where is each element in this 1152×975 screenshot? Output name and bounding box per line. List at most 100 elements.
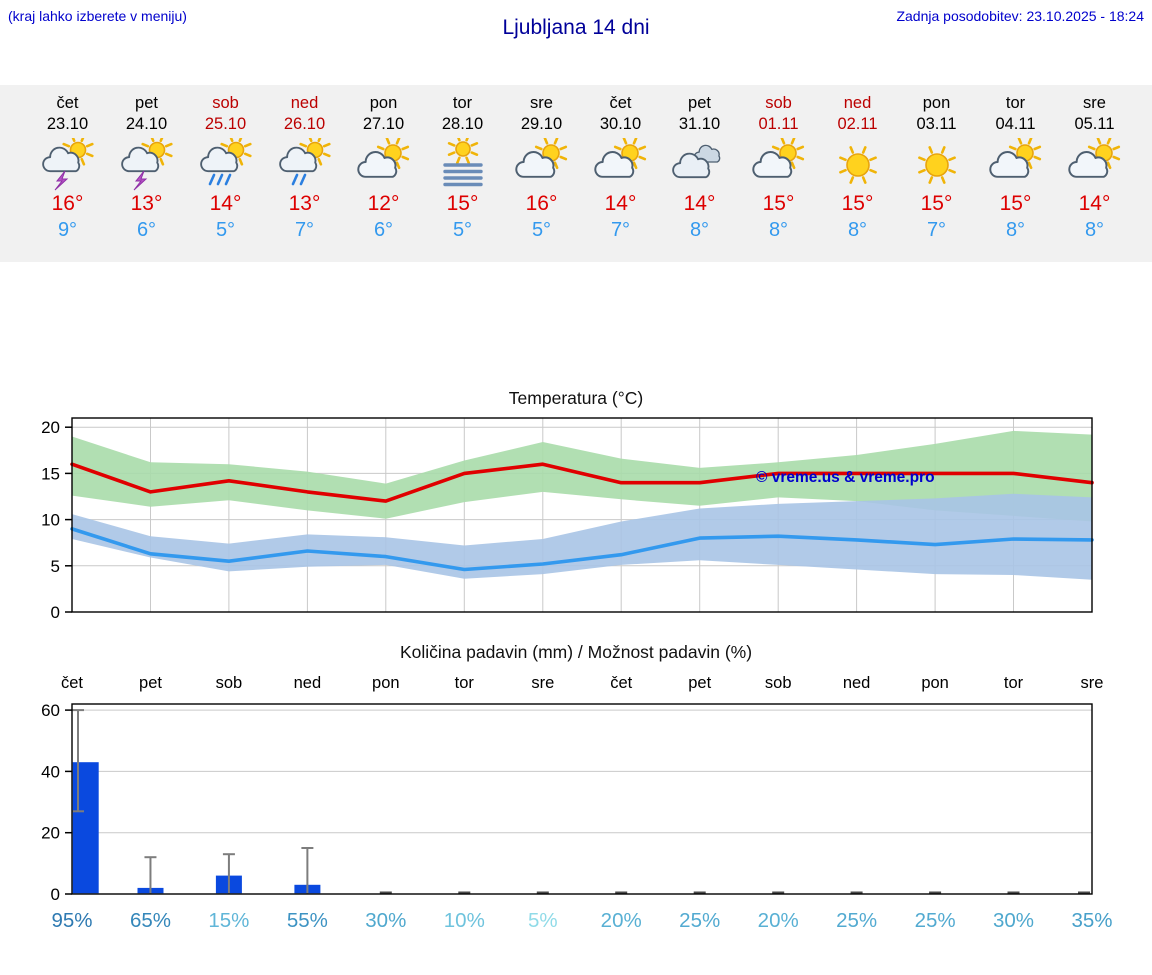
- precipitation-chart-title: Količina padavin (mm) / Možnost padavin …: [399, 642, 753, 662]
- forecast-strip: čet 23.10 16° 9° pet 24.10 13° 6° sob 25.10 14° 5° n…: [0, 85, 1152, 262]
- day-name: ned: [843, 94, 872, 112]
- precip-probability: 20%: [758, 909, 799, 932]
- forecast-day: čet 30.10 14° 7°: [581, 85, 660, 262]
- forecast-day: sre 29.10 16° 5°: [502, 85, 581, 262]
- day-date: 25.10: [204, 115, 247, 134]
- precip-probability: 65%: [130, 909, 171, 932]
- precip-probability: 25%: [836, 909, 877, 932]
- day-max-temp: 13°: [288, 191, 321, 215]
- precip-probability: 95%: [51, 909, 92, 932]
- day-date: 26.10: [283, 115, 326, 134]
- precip-trace-mark: [929, 891, 942, 894]
- shower-sun-icon: [278, 137, 331, 186]
- day-max-temp: 16°: [51, 191, 84, 215]
- temp-y-tick-label: 5: [51, 557, 60, 576]
- max-temperature-line: [70, 462, 1094, 503]
- precip-y-tick-label: 60: [41, 701, 60, 720]
- temperature-chart-title: Temperatura (°C): [508, 388, 644, 408]
- precip-trace-mark: [850, 891, 863, 894]
- sun-icon: [838, 145, 877, 184]
- day-max-temp: 16°: [525, 191, 558, 215]
- cloud-sun-icon: [514, 137, 567, 178]
- day-max-temp: 14°: [683, 191, 716, 215]
- precip-day-label: sre: [531, 674, 554, 692]
- forecast-day: ned 26.10 13° 7°: [265, 85, 344, 262]
- day-date: 23.10: [46, 115, 89, 134]
- precip-day-label: pet: [688, 674, 711, 692]
- last-update: Zadnja posodobitev: 23.10.2025 - 18:24: [896, 8, 1144, 24]
- precip-y-tick-label: 20: [41, 824, 60, 843]
- day-date: 05.11: [1074, 115, 1115, 134]
- precip-day-label: sre: [1081, 674, 1104, 692]
- precip-probability: 20%: [601, 909, 642, 932]
- precip-day-label: sob: [216, 674, 243, 692]
- precip-y-tick-label: 40: [41, 762, 60, 781]
- cloud-sun-icon: [1067, 137, 1120, 178]
- day-name: pon: [369, 94, 398, 112]
- day-min-temp: 8°: [768, 218, 789, 241]
- cloud-sun-icon: [356, 137, 409, 178]
- forecast-day: ned 02.11 15° 8°: [818, 85, 897, 262]
- day-max-temp: 15°: [920, 191, 953, 215]
- day-name: sob: [765, 94, 792, 112]
- day-name: čet: [609, 94, 632, 112]
- day-date: 02.11: [837, 115, 878, 134]
- page-title: Ljubljana 14 dni: [502, 16, 650, 39]
- day-min-temp: 7°: [610, 218, 631, 241]
- precip-day-label: pon: [921, 674, 949, 692]
- storm-sun-icon: [120, 137, 173, 191]
- forecast-day: tor 04.11 15° 8°: [976, 85, 1055, 262]
- day-name: tor: [1005, 94, 1026, 112]
- day-min-temp: 5°: [452, 218, 473, 241]
- day-max-temp: 15°: [841, 191, 874, 215]
- day-min-temp: 7°: [294, 218, 315, 241]
- day-name: sre: [1083, 94, 1106, 112]
- day-min-temp: 6°: [136, 218, 157, 241]
- precip-day-label: pet: [139, 674, 162, 692]
- watermark-link[interactable]: © vreme.us & vreme.pro: [756, 469, 935, 486]
- precip-trace-mark: [615, 891, 628, 894]
- precip-day-label: pon: [372, 674, 400, 692]
- precip-probability: 55%: [287, 909, 328, 932]
- forecast-day: sre 05.11 14° 8°: [1055, 85, 1134, 262]
- day-min-temp: 5°: [215, 218, 236, 241]
- fog-sun-icon: [442, 137, 483, 187]
- precip-trace-mark: [693, 891, 706, 894]
- precip-trace-mark: [772, 891, 785, 894]
- precip-probability: 30%: [365, 909, 406, 932]
- precipitation-plot: čet pet sob ned pon tor sre čet pet sob ned pon tor s…: [41, 674, 1112, 932]
- precip-y-tick-label: 0: [51, 885, 60, 904]
- precip-trace-mark: [536, 891, 549, 894]
- day-min-temp: 8°: [689, 218, 710, 241]
- precip-day-label: tor: [455, 674, 475, 692]
- forecast-day: pet 31.10 14° 8°: [660, 85, 739, 262]
- sun-icon: [917, 145, 956, 184]
- day-min-temp: 5°: [531, 218, 552, 241]
- day-name: sre: [530, 94, 553, 112]
- day-name: pet: [688, 94, 711, 112]
- temp-y-tick-label: 0: [51, 603, 60, 622]
- day-max-temp: 14°: [209, 191, 242, 215]
- day-date: 27.10: [362, 115, 405, 134]
- temperature-plot: 0 5 10 15 20 © vreme.us & vreme.pro: [41, 417, 1094, 622]
- forecast-day: sob 01.11 15° 8°: [739, 85, 818, 262]
- precip-day-label: sob: [765, 674, 792, 692]
- day-date: 30.10: [599, 115, 642, 134]
- precip-probability: 25%: [679, 909, 720, 932]
- forecast-day: pon 27.10 12° 6°: [344, 85, 423, 262]
- precip-day-label: ned: [294, 674, 322, 692]
- precip-probability: 5%: [528, 909, 558, 932]
- cloud-sun-icon: [988, 137, 1041, 178]
- precip-trace-mark: [1078, 891, 1090, 894]
- temp-y-tick-label: 15: [41, 464, 60, 483]
- day-name: ned: [290, 94, 319, 112]
- day-date: 03.11: [916, 115, 957, 134]
- temp-y-tick-label: 10: [41, 511, 60, 530]
- day-date: 04.11: [995, 115, 1036, 134]
- day-date: 24.10: [125, 115, 168, 134]
- precip-day-label: čet: [610, 674, 632, 692]
- day-min-temp: 8°: [1084, 218, 1105, 241]
- precip-trace-mark: [379, 891, 392, 894]
- location-menu-note: (kraj lahko izberete v meniju): [8, 8, 187, 24]
- day-min-temp: 9°: [57, 218, 78, 241]
